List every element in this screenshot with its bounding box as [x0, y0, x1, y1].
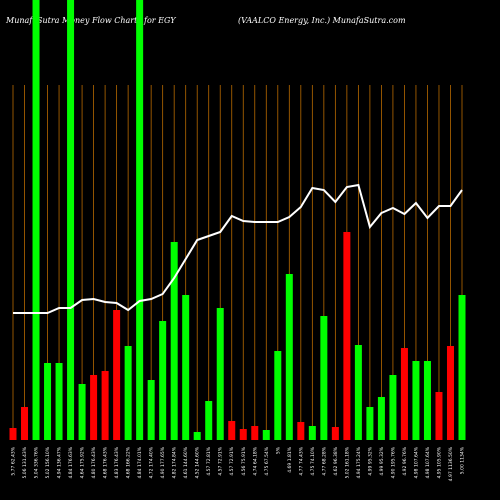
bar [159, 321, 167, 440]
chart-subtitle: (VAALCO Energy, Inc.) MunafaSutra.com [238, 16, 406, 25]
bar [9, 428, 17, 440]
x-tick-label: 4.90 195.76% [390, 446, 396, 478]
bar [101, 371, 109, 440]
bar [285, 274, 293, 440]
x-tick-label: 4.56 75.91% [241, 446, 247, 475]
bar [216, 308, 224, 440]
x-tick-label: 5.06 131.43% [22, 446, 28, 478]
bar [343, 232, 351, 440]
bar [297, 422, 305, 440]
x-tick-label: 5.00 1134% [460, 446, 466, 474]
bar [21, 407, 29, 440]
bar [182, 295, 190, 440]
x-tick-label: 4.57 72.91% [229, 446, 235, 475]
x-tick-label: 4.74 64.18% [252, 446, 258, 475]
bar [32, 0, 40, 440]
bar [354, 345, 362, 440]
money-flow-line [13, 183, 463, 314]
bar [274, 351, 282, 440]
x-tick-label: 5.04 336.76% [34, 446, 40, 478]
bar [331, 427, 339, 440]
x-tick-label: 4.52 144.60% [195, 446, 201, 478]
x-tick-label: 4.95 105.90% [436, 446, 442, 478]
x-tick-label: 4.77 74.43% [298, 446, 304, 475]
bar [228, 421, 236, 440]
x-tick-label: 4.94 136.47% [57, 446, 63, 478]
x-tick-label: 4.57 72.81% [206, 446, 212, 475]
bar [446, 346, 454, 440]
x-tick-label: 4.80 176.43% [91, 446, 97, 478]
x-tick-label: 4.97 1136.50% [448, 446, 454, 481]
bar [124, 346, 132, 440]
x-tick-label: 4.83 176.43% [114, 446, 120, 478]
x-tick-label: 4.84 174.01% [137, 446, 143, 478]
bar [90, 375, 98, 440]
x-tick-label: 4.77 68.28% [321, 446, 327, 475]
x-tick-label: 4.84 176.63% [68, 446, 74, 478]
x-tick-label: 4.75 67.54% [264, 446, 270, 475]
bar [423, 361, 431, 440]
x-tick-label: 4.99 95.32% [367, 446, 373, 475]
x-tick-label: 5.02 156.10% [45, 446, 51, 478]
x-tick-label: 4.69 1.81% [287, 446, 293, 472]
bar [366, 407, 374, 440]
bar [239, 429, 247, 440]
bar [170, 242, 178, 440]
x-tick-label: 4.90 177.65% [160, 446, 166, 478]
bar [205, 401, 213, 440]
bar [458, 295, 466, 440]
x-tick-label: 5.02 161.18% [344, 446, 350, 478]
x-tick-label: 4.98 107.64% [413, 446, 419, 478]
x-tick-label: 5.77 62.43% [11, 446, 17, 475]
bar [251, 426, 259, 440]
x-tick-label: 4.99 95.32% [379, 446, 385, 475]
bar [147, 380, 155, 440]
x-tick-label: 4.82 174.84% [172, 446, 178, 478]
chart-title: MunafaSutra Money Flow Charts for EGY [5, 16, 176, 25]
x-tick-label: 4.94 175.24% [356, 446, 362, 478]
x-tick-label: 4.64 175.92% [80, 446, 86, 478]
x-tick-label: 4.98 107.64% [425, 446, 431, 478]
bar [377, 397, 385, 440]
bar [320, 316, 328, 440]
x-tick-label: 4.68 176.43% [103, 446, 109, 478]
bar [389, 375, 397, 440]
x-tick-label: 4.75 74.10% [310, 446, 316, 475]
bar [78, 384, 86, 440]
x-tick-label: 5% [275, 446, 281, 454]
bar [400, 348, 408, 440]
bar [55, 363, 63, 440]
x-tick-label: 4.92 96.76% [402, 446, 408, 475]
bar [67, 0, 75, 440]
x-tick-label: 4.62 96.38% [333, 446, 339, 475]
x-tick-label: 4.72 174.40% [149, 446, 155, 478]
x-tick-label: 4.68 166.22% [126, 446, 132, 478]
bar [113, 310, 121, 440]
bar [193, 432, 201, 440]
bar [136, 0, 144, 440]
bar [435, 392, 443, 440]
x-tick-label: 4.61 144.60% [183, 446, 189, 478]
x-tick-label: 4.57 72.91% [218, 446, 224, 475]
bar [308, 426, 316, 440]
bar [262, 430, 270, 440]
bar [44, 363, 52, 440]
bar [412, 361, 420, 440]
